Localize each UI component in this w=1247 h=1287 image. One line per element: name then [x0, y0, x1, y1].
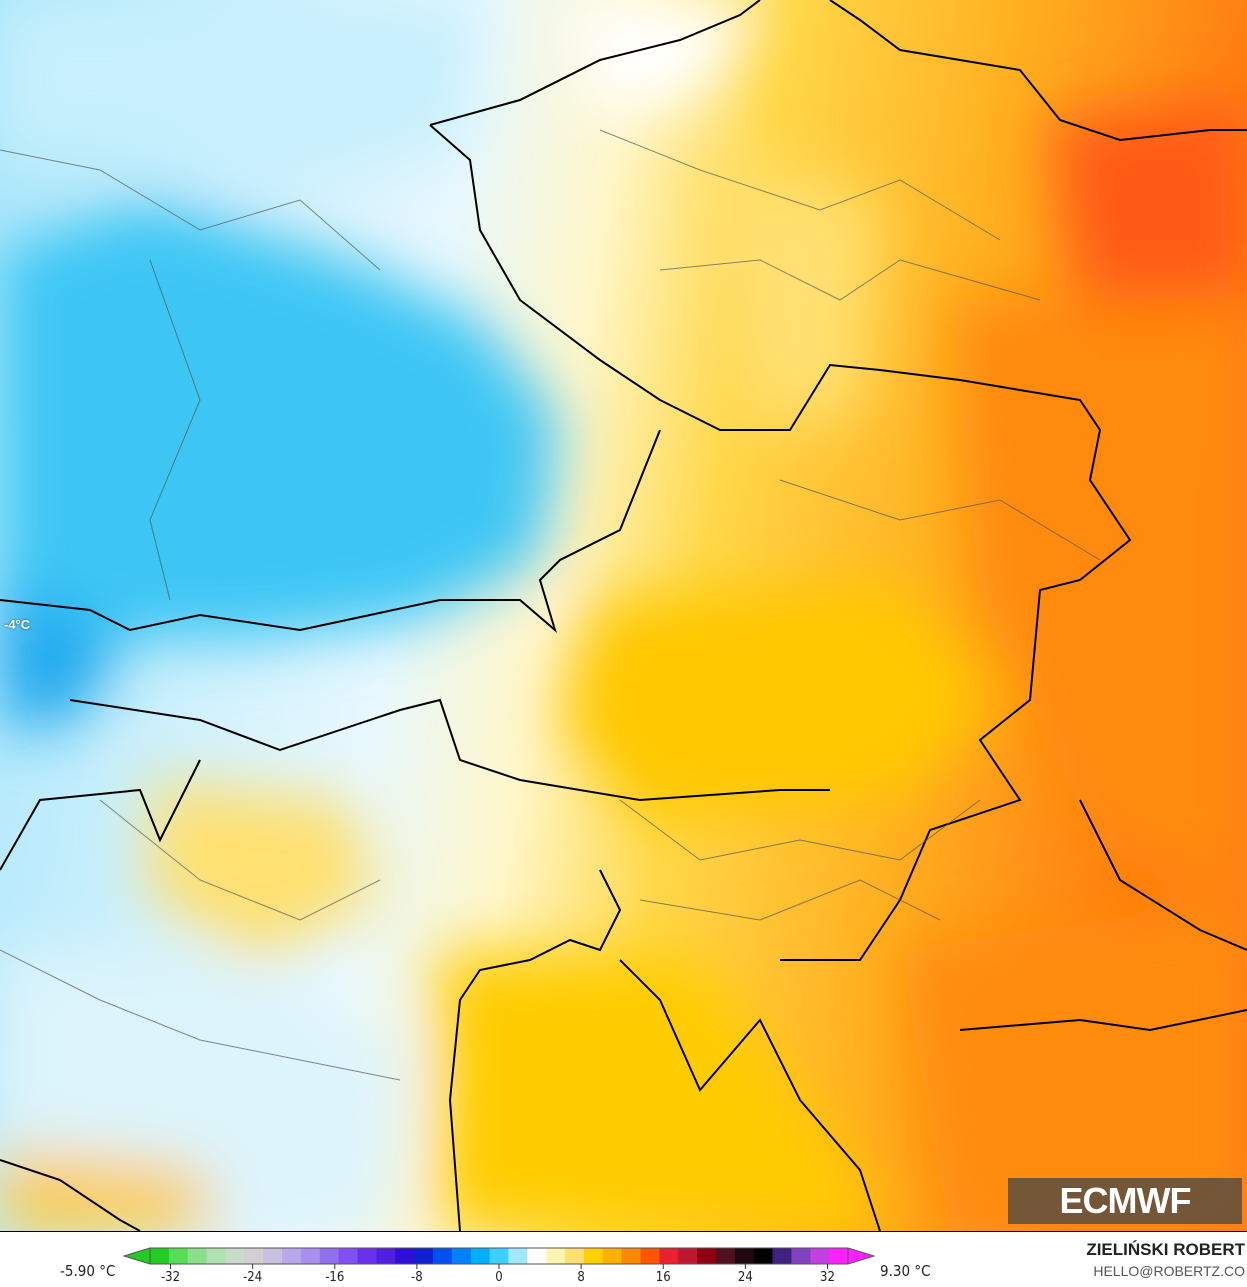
colorbar-swatch	[621, 1248, 641, 1264]
colorbar-tick-label: 8	[577, 1270, 585, 1285]
colorbar-tick-label: -24	[243, 1270, 263, 1285]
colorbar-tick-label: 24	[737, 1270, 753, 1285]
colorbar-swatch	[357, 1248, 377, 1264]
colorbar-tick-label: 16	[655, 1270, 671, 1285]
author-email: HELLO@ROBERTZ.CO	[1093, 1263, 1245, 1279]
colorbar-swatch	[206, 1248, 226, 1264]
colorbar-swatch	[697, 1248, 717, 1264]
colorbar-swatch	[470, 1248, 491, 1264]
colorbar-swatch	[187, 1248, 208, 1264]
colorbar-low-arrow	[122, 1247, 151, 1265]
colorbar-swatch	[225, 1248, 245, 1264]
colorbar-swatch	[753, 1248, 774, 1264]
colorbar-swatch	[150, 1248, 170, 1264]
colorbar-swatch	[263, 1248, 283, 1264]
colorbar-tick-label: 0	[495, 1270, 503, 1285]
colorbar-swatch	[602, 1248, 623, 1264]
colorbar-swatch	[376, 1248, 396, 1264]
colorbar-swatch	[659, 1248, 679, 1264]
colorbar-tick-label: -32	[160, 1270, 181, 1285]
min-value-label: -5.90 °C	[60, 1262, 116, 1280]
colorbar-swatch	[338, 1248, 359, 1264]
temperature-anomaly-map: -4°C ECMWF	[0, 0, 1247, 1232]
colorbar-swatch	[583, 1248, 604, 1264]
colorbar-swatch	[168, 1248, 189, 1264]
colorbar-swatch	[319, 1248, 340, 1264]
colorbar-swatch	[546, 1248, 566, 1264]
colorbar-swatch	[414, 1248, 434, 1264]
max-value-label: 9.30 °C	[880, 1262, 931, 1280]
colorbar-swatch	[772, 1248, 792, 1264]
colorbar-tick-label: 32	[820, 1270, 835, 1285]
colorbar-swatch	[300, 1248, 321, 1264]
logo-text: ECMWF	[1059, 1180, 1192, 1221]
colorbar-swatch	[282, 1248, 302, 1264]
colorbar-swatch	[678, 1248, 698, 1264]
colorbar-swatch	[715, 1248, 736, 1264]
colorbar-swatch	[432, 1248, 453, 1264]
colorbar-tick-label: -8	[411, 1270, 423, 1285]
colorbar-swatch	[451, 1248, 472, 1264]
author-name: ZIELIŃSKI ROBERT	[1086, 1240, 1245, 1259]
ecmwf-logo: ECMWF	[1008, 1178, 1242, 1224]
colorbar-tick-label: -16	[325, 1270, 345, 1285]
colorbar-swatch	[508, 1248, 528, 1264]
isotherm-label: -4°C	[4, 617, 31, 632]
colorbar	[122, 1247, 876, 1269]
colorbar-swatch	[489, 1248, 509, 1264]
colorbar-swatch	[829, 1248, 849, 1264]
region-borders	[0, 129, 1101, 1081]
map-canvas	[0, 0, 1247, 1232]
colorbar-swatch	[810, 1248, 830, 1264]
colorbar-swatch	[527, 1248, 547, 1264]
colorbar-swatch	[565, 1248, 585, 1264]
colorbar-swatch	[734, 1248, 755, 1264]
colorbar-swatch	[791, 1248, 811, 1264]
country-borders	[0, 0, 1247, 1232]
colorbar-swatch	[640, 1248, 660, 1264]
colorbar-swatch	[244, 1248, 264, 1264]
colorbar-swatch	[395, 1248, 415, 1264]
colorbar-high-arrow	[847, 1247, 876, 1265]
color-scale-legend: -5.90 °C 9.30 °C -32 -24 -16 -8 0 8 16 24 32 ZIE…	[0, 1232, 1247, 1287]
